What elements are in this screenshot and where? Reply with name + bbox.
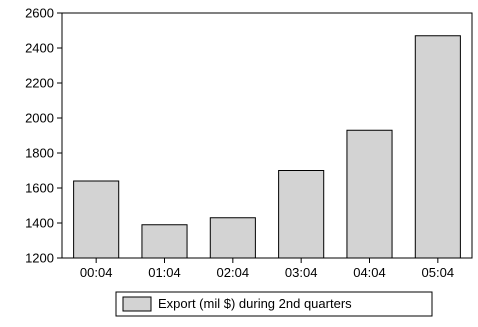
- y-tick-label: 1600: [25, 181, 54, 196]
- y-tick-label: 2000: [25, 111, 54, 126]
- x-tick-label: 02:04: [217, 265, 250, 280]
- legend-label: Export (mil $) during 2nd quarters: [158, 296, 352, 311]
- bar-0404: [346, 129, 393, 259]
- legend-box: [115, 291, 433, 317]
- bar-0504: [414, 35, 461, 259]
- x-tick-label: 04:04: [353, 265, 386, 280]
- x-tick-label: 00:04: [80, 265, 113, 280]
- legend-swatch: [122, 296, 152, 312]
- y-tick-label: 1800: [25, 146, 54, 161]
- x-tick-label: 01:04: [148, 265, 181, 280]
- x-tick-label: 03:04: [285, 265, 318, 280]
- y-tick-label: 2200: [25, 76, 54, 91]
- bar-0004: [73, 180, 120, 259]
- y-tick-label: 1400: [25, 216, 54, 231]
- y-axis: 1200 1400 1600 1800 2000 2200 2400 2600: [25, 6, 62, 266]
- x-tick-label: 05:04: [422, 265, 455, 280]
- plot-area-border: [61, 12, 473, 259]
- y-tick-label: 2400: [25, 41, 54, 56]
- y-tick-label: 1200: [25, 251, 54, 266]
- bar-0304: [278, 170, 325, 259]
- bar-0204: [209, 217, 256, 259]
- x-axis: 00:04 01:04 02:04 03:04 04:04 05:04: [80, 258, 454, 280]
- y-tick-label: 2600: [25, 6, 54, 21]
- plot-frame: [61, 12, 473, 259]
- bar-0104: [141, 224, 188, 259]
- bars-group: [73, 35, 461, 259]
- legend: Export (mil $) during 2nd quarters: [115, 291, 433, 317]
